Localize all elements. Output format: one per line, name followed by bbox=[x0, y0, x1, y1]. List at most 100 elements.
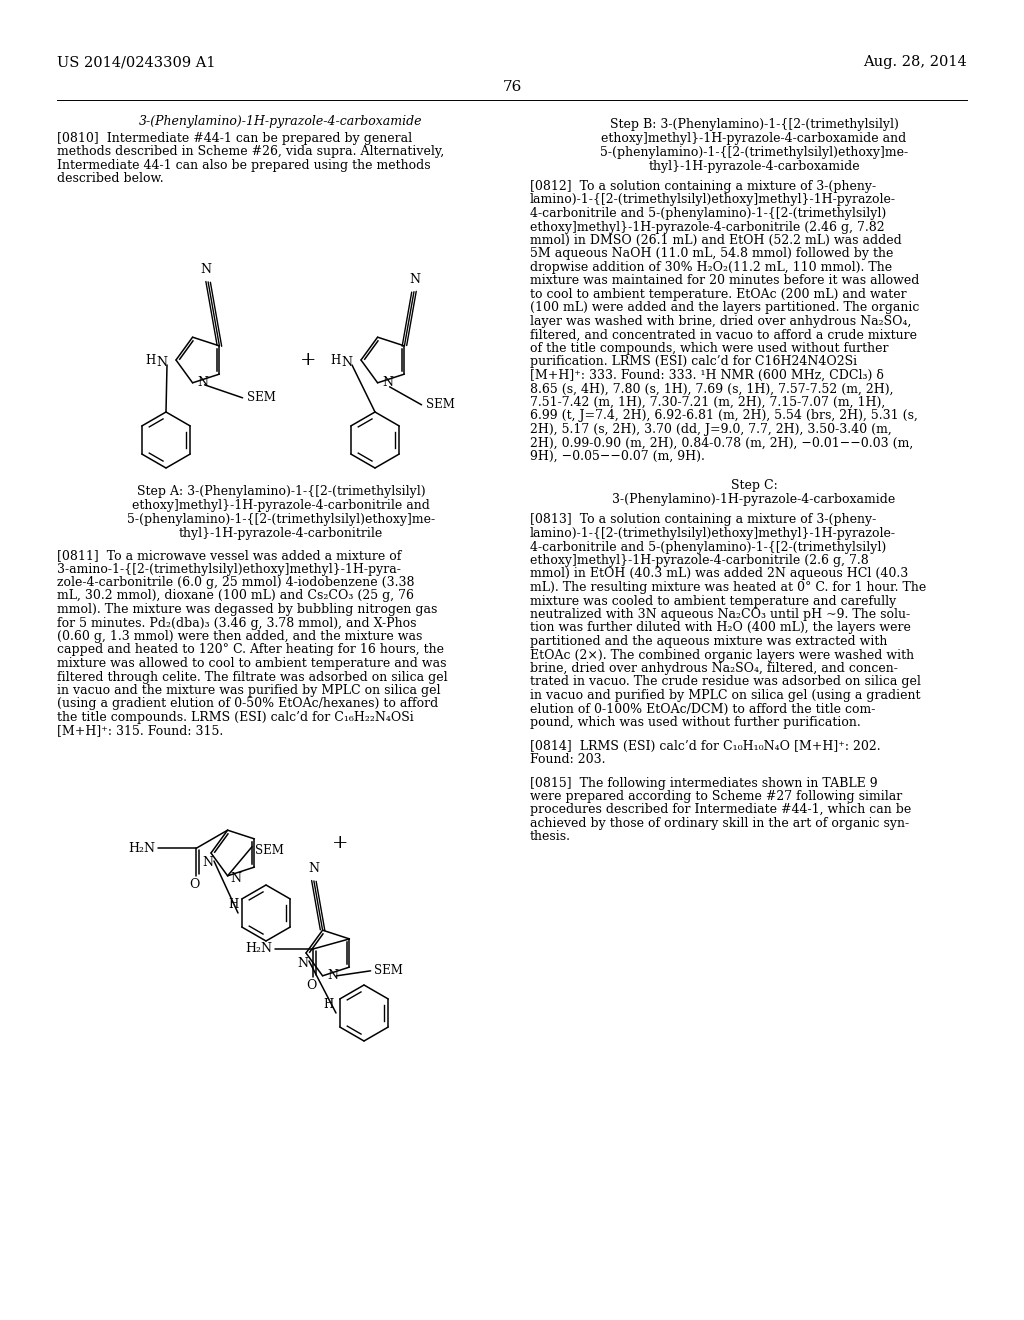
Text: [0815]  The following intermediates shown in TABLE 9: [0815] The following intermediates shown… bbox=[530, 776, 878, 789]
Text: ethoxy]methyl}-1H-pyrazole-4-carbonitrile and: ethoxy]methyl}-1H-pyrazole-4-carbonitril… bbox=[132, 499, 430, 512]
Text: N: N bbox=[230, 873, 242, 886]
Text: 9H), −0.05−−0.07 (m, 9H).: 9H), −0.05−−0.07 (m, 9H). bbox=[530, 450, 705, 463]
Text: [0810]  Intermediate #44-1 can be prepared by general: [0810] Intermediate #44-1 can be prepare… bbox=[57, 132, 412, 145]
Text: zole-4-carbonitrile (6.0 g, 25 mmol) 4-iodobenzene (3.38: zole-4-carbonitrile (6.0 g, 25 mmol) 4-i… bbox=[57, 576, 415, 589]
Text: pound, which was used without further purification.: pound, which was used without further pu… bbox=[530, 715, 861, 729]
Text: thyl}-1H-pyrazole-4-carbonitrile: thyl}-1H-pyrazole-4-carbonitrile bbox=[179, 527, 383, 540]
Text: brine, dried over anhydrous Na₂SO₄, filtered, and concen-: brine, dried over anhydrous Na₂SO₄, filt… bbox=[530, 663, 898, 675]
Text: Aug. 28, 2014: Aug. 28, 2014 bbox=[863, 55, 967, 69]
Text: 7.51-7.42 (m, 1H), 7.30-7.21 (m, 2H), 7.15-7.07 (m, 1H),: 7.51-7.42 (m, 1H), 7.30-7.21 (m, 2H), 7.… bbox=[530, 396, 886, 409]
Text: neutralized with 3N aqueous Na₂CO₃ until pH ~9. The solu-: neutralized with 3N aqueous Na₂CO₃ until… bbox=[530, 609, 910, 620]
Text: tion was further diluted with H₂O (400 mL), the layers were: tion was further diluted with H₂O (400 m… bbox=[530, 622, 911, 635]
Text: N: N bbox=[198, 376, 209, 389]
Text: in vacuo and the mixture was purified by MPLC on silica gel: in vacuo and the mixture was purified by… bbox=[57, 684, 440, 697]
Text: mL). The resulting mixture was heated at 0° C. for 1 hour. The: mL). The resulting mixture was heated at… bbox=[530, 581, 927, 594]
Text: SEM: SEM bbox=[255, 843, 284, 857]
Text: 4-carbonitrile and 5-(phenylamino)-1-{[2-(trimethylsilyl): 4-carbonitrile and 5-(phenylamino)-1-{[2… bbox=[530, 207, 886, 220]
Text: mmol) in EtOH (40.3 mL) was added 2N aqueous HCl (40.3: mmol) in EtOH (40.3 mL) was added 2N aqu… bbox=[530, 568, 908, 581]
Text: H: H bbox=[323, 998, 333, 1011]
Text: Step A: 3-(Phenylamino)-1-{[2-(trimethylsilyl): Step A: 3-(Phenylamino)-1-{[2-(trimethyl… bbox=[136, 484, 425, 498]
Text: 6.99 (t, J=7.4, 2H), 6.92-6.81 (m, 2H), 5.54 (brs, 2H), 5.31 (s,: 6.99 (t, J=7.4, 2H), 6.92-6.81 (m, 2H), … bbox=[530, 409, 918, 422]
Text: N: N bbox=[156, 355, 167, 368]
Text: trated in vacuo. The crude residue was adsorbed on silica gel: trated in vacuo. The crude residue was a… bbox=[530, 676, 921, 689]
Text: purification. LRMS (ESI) calc’d for C16H24N4O2Si: purification. LRMS (ESI) calc’d for C16H… bbox=[530, 355, 857, 368]
Text: Intermediate 44-1 can also be prepared using the methods: Intermediate 44-1 can also be prepared u… bbox=[57, 158, 431, 172]
Text: Found: 203.: Found: 203. bbox=[530, 752, 605, 766]
Text: [0812]  To a solution containing a mixture of 3-(pheny-: [0812] To a solution containing a mixtur… bbox=[530, 180, 877, 193]
Text: N: N bbox=[410, 273, 421, 285]
Text: elution of 0-100% EtOAc/DCM) to afford the title com-: elution of 0-100% EtOAc/DCM) to afford t… bbox=[530, 702, 876, 715]
Text: 5-(phenylamino)-1-{[2-(trimethylsilyl)ethoxy]me-: 5-(phenylamino)-1-{[2-(trimethylsilyl)et… bbox=[127, 513, 435, 525]
Text: N: N bbox=[341, 355, 352, 368]
Text: SEM: SEM bbox=[426, 399, 455, 412]
Text: were prepared according to Scheme #27 following similar: were prepared according to Scheme #27 fo… bbox=[530, 789, 902, 803]
Text: (0.60 g, 1.3 mmol) were then added, and the mixture was: (0.60 g, 1.3 mmol) were then added, and … bbox=[57, 630, 422, 643]
Text: mmol). The mixture was degassed by bubbling nitrogen gas: mmol). The mixture was degassed by bubbl… bbox=[57, 603, 437, 616]
Text: 2H), 0.99-0.90 (m, 2H), 0.84-0.78 (m, 2H), −0.01−−0.03 (m,: 2H), 0.99-0.90 (m, 2H), 0.84-0.78 (m, 2H… bbox=[530, 437, 913, 450]
Text: 2H), 5.17 (s, 2H), 3.70 (dd, J=9.0, 7.7, 2H), 3.50-3.40 (m,: 2H), 5.17 (s, 2H), 3.70 (dd, J=9.0, 7.7,… bbox=[530, 422, 892, 436]
Text: to cool to ambient temperature. EtOAc (200 mL) and water: to cool to ambient temperature. EtOAc (2… bbox=[530, 288, 906, 301]
Text: thyl}-1H-pyrazole-4-carboxamide: thyl}-1H-pyrazole-4-carboxamide bbox=[648, 160, 860, 173]
Text: H: H bbox=[228, 899, 239, 912]
Text: +: + bbox=[332, 834, 348, 851]
Text: [0814]  LRMS (ESI) calc’d for C₁₀H₁₀N₄O [M+H]⁺: 202.: [0814] LRMS (ESI) calc’d for C₁₀H₁₀N₄O [… bbox=[530, 739, 881, 752]
Text: [0811]  To a microwave vessel was added a mixture of: [0811] To a microwave vessel was added a… bbox=[57, 549, 401, 562]
Text: N: N bbox=[203, 855, 213, 869]
Text: achieved by those of ordinary skill in the art of organic syn-: achieved by those of ordinary skill in t… bbox=[530, 817, 909, 830]
Text: lamino)-1-{[2-(trimethylsilyl)ethoxy]methyl}-1H-pyrazole-: lamino)-1-{[2-(trimethylsilyl)ethoxy]met… bbox=[530, 527, 896, 540]
Text: dropwise addition of 30% H₂O₂(11.2 mL, 110 mmol). The: dropwise addition of 30% H₂O₂(11.2 mL, 1… bbox=[530, 261, 892, 275]
Text: ethoxy]methyl}-1H-pyrazole-4-carboxamide and: ethoxy]methyl}-1H-pyrazole-4-carboxamide… bbox=[601, 132, 906, 145]
Text: N: N bbox=[298, 957, 308, 970]
Text: [0813]  To a solution containing a mixture of 3-(pheny-: [0813] To a solution containing a mixtur… bbox=[530, 513, 877, 527]
Text: thesis.: thesis. bbox=[530, 830, 571, 843]
Text: layer was washed with brine, dried over anhydrous Na₂SO₄,: layer was washed with brine, dried over … bbox=[530, 315, 911, 327]
Text: ethoxy]methyl}-1H-pyrazole-4-carbonitrile (2.6 g, 7.8: ethoxy]methyl}-1H-pyrazole-4-carbonitril… bbox=[530, 554, 868, 568]
Text: in vacuo and purified by MPLC on silica gel (using a gradient: in vacuo and purified by MPLC on silica … bbox=[530, 689, 921, 702]
Text: the title compounds. LRMS (ESI) calc’d for C₁₆H₂₂N₄OSi: the title compounds. LRMS (ESI) calc’d f… bbox=[57, 711, 414, 723]
Text: O: O bbox=[189, 878, 200, 891]
Text: capped and heated to 120° C. After heating for 16 hours, the: capped and heated to 120° C. After heati… bbox=[57, 644, 444, 656]
Text: procedures described for Intermediate #44-1, which can be: procedures described for Intermediate #4… bbox=[530, 804, 911, 817]
Text: SEM: SEM bbox=[374, 965, 402, 977]
Text: Step B: 3-(Phenylamino)-1-{[2-(trimethylsilyl): Step B: 3-(Phenylamino)-1-{[2-(trimethyl… bbox=[609, 117, 898, 131]
Text: 4-carbonitrile and 5-(phenylamino)-1-{[2-(trimethylsilyl): 4-carbonitrile and 5-(phenylamino)-1-{[2… bbox=[530, 540, 886, 553]
Text: SEM: SEM bbox=[247, 391, 275, 404]
Text: N: N bbox=[383, 376, 393, 389]
Text: mL, 30.2 mmol), dioxane (100 mL) and Cs₂CO₃ (25 g, 76: mL, 30.2 mmol), dioxane (100 mL) and Cs₂… bbox=[57, 590, 414, 602]
Text: lamino)-1-{[2-(trimethylsilyl)ethoxy]methyl}-1H-pyrazole-: lamino)-1-{[2-(trimethylsilyl)ethoxy]met… bbox=[530, 194, 896, 206]
Text: Step C:: Step C: bbox=[731, 479, 777, 492]
Text: 5-(phenylamino)-1-{[2-(trimethylsilyl)ethoxy]me-: 5-(phenylamino)-1-{[2-(trimethylsilyl)et… bbox=[600, 147, 908, 158]
Text: for 5 minutes. Pd₂(dba)₃ (3.46 g, 3.78 mmol), and X-Phos: for 5 minutes. Pd₂(dba)₃ (3.46 g, 3.78 m… bbox=[57, 616, 417, 630]
Text: O: O bbox=[306, 979, 316, 991]
Text: 3-amino-1-{[2-(trimethylsilyl)ethoxy]methyl}-1H-pyra-: 3-amino-1-{[2-(trimethylsilyl)ethoxy]met… bbox=[57, 562, 400, 576]
Text: US 2014/0243309 A1: US 2014/0243309 A1 bbox=[57, 55, 215, 69]
Text: H₂N: H₂N bbox=[246, 942, 272, 956]
Text: described below.: described below. bbox=[57, 173, 164, 186]
Text: 5M aqueous NaOH (11.0 mL, 54.8 mmol) followed by the: 5M aqueous NaOH (11.0 mL, 54.8 mmol) fol… bbox=[530, 248, 893, 260]
Text: +: + bbox=[300, 351, 316, 370]
Text: 8.65 (s, 4H), 7.80 (s, 1H), 7.69 (s, 1H), 7.57-7.52 (m, 2H),: 8.65 (s, 4H), 7.80 (s, 1H), 7.69 (s, 1H)… bbox=[530, 383, 894, 396]
Text: of the title compounds, which were used without further: of the title compounds, which were used … bbox=[530, 342, 889, 355]
Text: 3-(Phenylamino)-1H-pyrazole-4-carboxamide: 3-(Phenylamino)-1H-pyrazole-4-carboxamid… bbox=[612, 494, 896, 507]
Text: [M+H]⁺: 315. Found: 315.: [M+H]⁺: 315. Found: 315. bbox=[57, 725, 223, 738]
Text: ethoxy]methyl}-1H-pyrazole-4-carbonitrile (2.46 g, 7.82: ethoxy]methyl}-1H-pyrazole-4-carbonitril… bbox=[530, 220, 885, 234]
Text: (using a gradient elution of 0-50% EtOAc/hexanes) to afford: (using a gradient elution of 0-50% EtOAc… bbox=[57, 697, 438, 710]
Text: H: H bbox=[145, 354, 156, 367]
Text: H₂N: H₂N bbox=[128, 842, 156, 854]
Text: filtered through celite. The filtrate was adsorbed on silica gel: filtered through celite. The filtrate wa… bbox=[57, 671, 447, 684]
Text: partitioned and the aqueous mixture was extracted with: partitioned and the aqueous mixture was … bbox=[530, 635, 888, 648]
Text: mixture was cooled to ambient temperature and carefully: mixture was cooled to ambient temperatur… bbox=[530, 594, 896, 607]
Text: 76: 76 bbox=[503, 81, 521, 94]
Text: N: N bbox=[328, 969, 339, 982]
Text: mixture was allowed to cool to ambient temperature and was: mixture was allowed to cool to ambient t… bbox=[57, 657, 446, 671]
Text: N: N bbox=[201, 263, 212, 276]
Text: methods described in Scheme #26, vida supra. Alternatively,: methods described in Scheme #26, vida su… bbox=[57, 145, 444, 158]
Text: filtered, and concentrated in vacuo to afford a crude mixture: filtered, and concentrated in vacuo to a… bbox=[530, 329, 918, 342]
Text: mmol) in DMSO (26.1 mL) and EtOH (52.2 mL) was added: mmol) in DMSO (26.1 mL) and EtOH (52.2 m… bbox=[530, 234, 902, 247]
Text: N: N bbox=[308, 862, 319, 875]
Text: mixture was maintained for 20 minutes before it was allowed: mixture was maintained for 20 minutes be… bbox=[530, 275, 920, 288]
Text: (100 mL) were added and the layers partitioned. The organic: (100 mL) were added and the layers parti… bbox=[530, 301, 920, 314]
Text: 3-(Phenylamino)-1H-pyrazole-4-carboxamide: 3-(Phenylamino)-1H-pyrazole-4-carboxamid… bbox=[139, 115, 423, 128]
Text: [M+H]⁺: 333. Found: 333. ¹H NMR (600 MHz, CDCl₃) δ: [M+H]⁺: 333. Found: 333. ¹H NMR (600 MHz… bbox=[530, 370, 884, 381]
Text: H: H bbox=[331, 354, 341, 367]
